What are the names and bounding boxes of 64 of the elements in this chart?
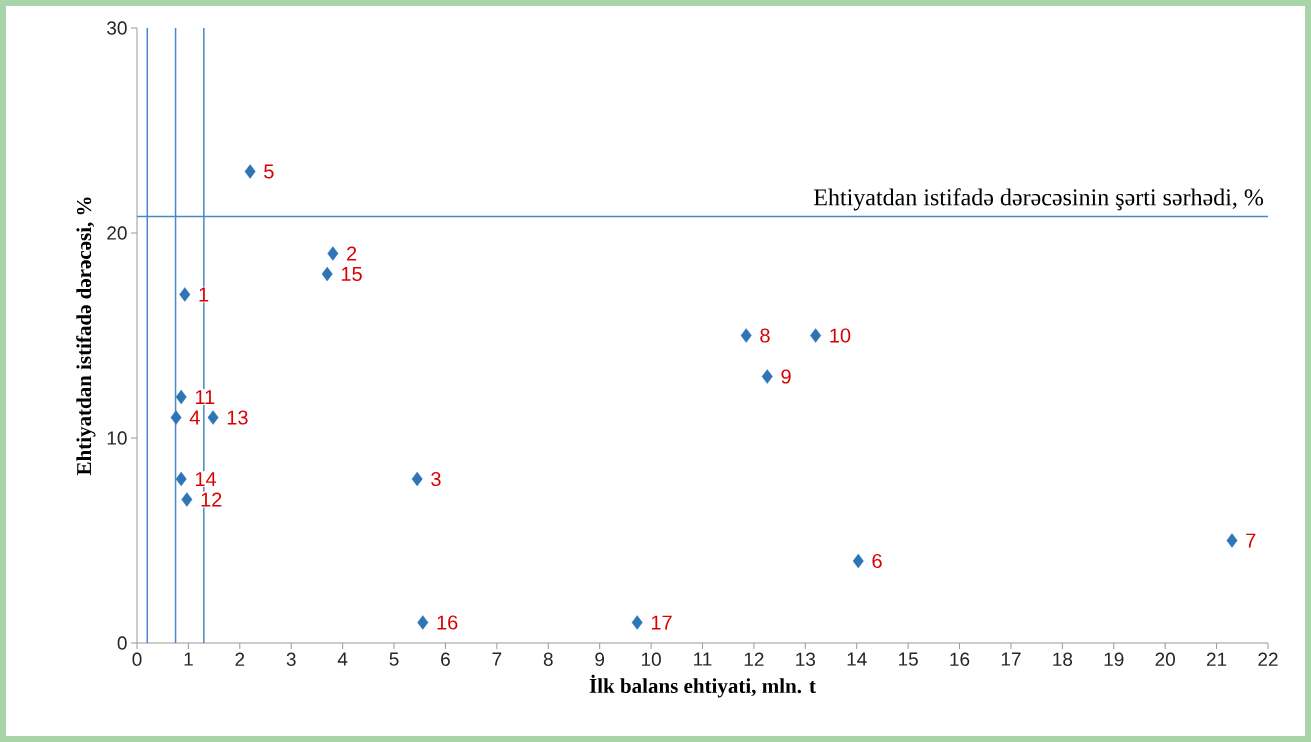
y-tick-label: 10: [107, 431, 127, 445]
point: [852, 553, 864, 569]
point: [321, 266, 333, 282]
x-tick-label: 17: [1001, 652, 1021, 666]
x-tick-label: 3: [286, 652, 296, 666]
x-tick-label: 10: [641, 652, 661, 666]
point: [761, 369, 773, 384]
annotation: 10: [830, 328, 851, 343]
point: [244, 164, 256, 179]
annotation: 8: [760, 328, 770, 343]
point: [417, 615, 429, 630]
annotation: 3: [431, 471, 441, 487]
point: [170, 410, 182, 425]
x-tick-label: 2: [235, 652, 245, 666]
point: [1226, 533, 1238, 548]
x-tick-label: 6: [441, 652, 450, 666]
ref-line-label: Ehtiyatdan istifadə dərəcəsinin şərti sərhədi, %: [813, 188, 1264, 211]
x-tick-label: 8: [543, 652, 553, 666]
annotation: 5: [264, 164, 274, 179]
point: [411, 471, 423, 487]
point: [327, 246, 339, 261]
annotation: 11: [195, 390, 215, 404]
point: [175, 389, 187, 405]
annotation: 2: [347, 246, 357, 261]
x-tick-label: 0: [132, 652, 142, 666]
x-tick-label: 18: [1053, 652, 1073, 666]
point: [740, 328, 752, 343]
annotation: 13: [227, 410, 248, 425]
x-axis-title: İlk balans ehtiyati, mln. t: [589, 674, 816, 698]
y-axis-title: Ehtiyatdan istifadə dərəcəsi, %: [76, 197, 96, 476]
x-tick-label: 9: [595, 652, 605, 666]
x-tick-label: 22: [1258, 652, 1278, 666]
x-tick-label: 20: [1155, 652, 1175, 666]
annotation: 9: [781, 369, 791, 384]
annotation: 16: [437, 615, 458, 630]
y-tick-label: 20: [107, 226, 127, 240]
x-tick-label: 7: [492, 652, 502, 666]
x-tick-label: 4: [337, 652, 348, 666]
annotation: 15: [341, 267, 362, 281]
point: [631, 615, 643, 630]
y-tick-label: 30: [107, 21, 127, 35]
x-tick-label: 14: [847, 652, 867, 666]
point: [810, 328, 822, 343]
annotation: 12: [201, 492, 222, 507]
annotation: 7: [1246, 533, 1256, 548]
x-tick-label: 21: [1206, 652, 1227, 666]
x-tick-label: 16: [950, 652, 970, 666]
x-tick-label: 1: [184, 652, 193, 666]
x-tick-label: 19: [1104, 652, 1124, 666]
annotation: 14: [195, 472, 217, 486]
x-tick-label: 11: [694, 652, 712, 666]
x-tick-label: 12: [744, 652, 764, 666]
annotation: 17: [651, 615, 672, 630]
annotation: 1: [199, 287, 209, 302]
annotation: 6: [872, 553, 882, 569]
point: [175, 471, 187, 487]
annotation: 4: [189, 410, 200, 425]
y-tick-label: 0: [117, 636, 127, 650]
x-tick-label: 13: [796, 652, 816, 666]
point: [207, 410, 219, 425]
point: [179, 287, 191, 302]
x-tick-label: 5: [389, 652, 399, 666]
x-tick-label: 15: [899, 652, 918, 666]
point: [181, 492, 193, 507]
